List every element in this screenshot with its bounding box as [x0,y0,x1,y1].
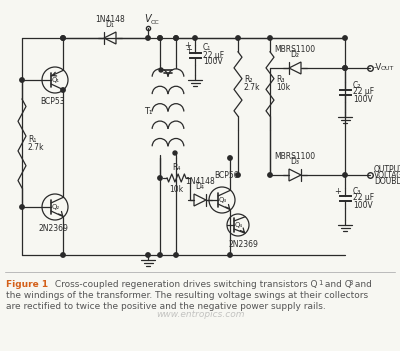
Text: T₁: T₁ [144,107,152,116]
Circle shape [158,36,162,40]
Circle shape [20,78,24,82]
Text: VOLTAGE: VOLTAGE [374,172,400,180]
Text: and: and [352,280,372,289]
Circle shape [343,173,347,177]
Circle shape [146,36,150,40]
Text: MBRS1100: MBRS1100 [274,45,316,54]
Text: the windings of the transformer. The resulting voltage swings at their collector: the windings of the transformer. The res… [6,291,368,300]
Circle shape [20,205,24,209]
Text: C₃: C₃ [353,186,361,196]
Text: BCP56: BCP56 [215,171,239,180]
Text: www.entropics.com: www.entropics.com [156,310,244,319]
Text: 100V: 100V [203,58,223,66]
Text: OUT: OUT [381,66,394,72]
Circle shape [61,36,65,40]
Text: +: + [184,40,192,49]
Text: Cross-coupled regeneration drives switching transistors Q: Cross-coupled regeneration drives switch… [52,280,318,289]
Circle shape [268,173,272,177]
Text: are rectified to twice the positive and the negative power supply rails.: are rectified to twice the positive and … [6,302,326,311]
Text: 22 µF: 22 µF [203,51,224,60]
Text: 100V: 100V [353,200,373,210]
Text: 10k: 10k [276,84,290,93]
Text: 1N4148: 1N4148 [95,15,125,24]
Circle shape [236,36,240,40]
Circle shape [343,66,347,70]
Text: R₁: R₁ [28,135,36,144]
Circle shape [174,253,178,257]
Text: 22 µF: 22 µF [353,193,374,203]
Circle shape [343,66,347,70]
Text: D₃: D₃ [290,157,300,166]
Text: Q₃: Q₃ [219,197,227,203]
Text: Q₂: Q₂ [52,204,60,210]
Text: C₂: C₂ [353,80,361,90]
Text: 22 µF: 22 µF [353,87,374,97]
Circle shape [158,253,162,257]
Text: D₄: D₄ [196,182,204,191]
Text: DOUBLER: DOUBLER [374,178,400,186]
Text: OUTPUT-: OUTPUT- [374,166,400,174]
Text: -V: -V [374,64,382,73]
Text: and Q: and Q [322,280,352,289]
Circle shape [159,68,163,72]
Circle shape [343,36,347,40]
Text: Q₄: Q₄ [235,222,243,228]
Text: V: V [145,14,151,24]
Circle shape [158,176,162,180]
Text: +: + [186,45,192,54]
Circle shape [236,173,240,177]
Text: 2N2369: 2N2369 [228,240,258,249]
Circle shape [228,253,232,257]
Text: 1N4148: 1N4148 [185,177,215,186]
Circle shape [173,151,177,155]
Circle shape [158,36,162,40]
Text: D₁: D₁ [106,20,114,29]
Text: Q₁: Q₁ [52,77,60,83]
Text: R₂: R₂ [244,75,252,85]
Text: 3: 3 [348,280,352,286]
Text: D₂: D₂ [290,50,300,59]
Text: 2.7k: 2.7k [244,84,260,93]
Text: +: + [334,187,342,197]
Text: 10k: 10k [170,185,184,194]
Text: 1: 1 [318,280,322,286]
Circle shape [146,253,150,257]
Circle shape [174,36,178,40]
Text: BCP53: BCP53 [41,97,65,106]
Text: R₃: R₃ [276,75,284,85]
Circle shape [61,88,65,92]
Text: 2N2369: 2N2369 [38,224,68,233]
Circle shape [193,36,197,40]
Circle shape [228,156,232,160]
Text: 100V: 100V [353,94,373,104]
Text: R₄: R₄ [172,163,181,172]
Circle shape [61,36,65,40]
Text: MBRS1100: MBRS1100 [274,152,316,161]
Circle shape [61,253,65,257]
Text: CC: CC [151,20,160,25]
Circle shape [268,36,272,40]
Circle shape [174,36,178,40]
Text: 2.7k: 2.7k [28,143,44,152]
Text: C₁: C₁ [203,44,211,53]
Text: Figure 1: Figure 1 [6,280,48,289]
